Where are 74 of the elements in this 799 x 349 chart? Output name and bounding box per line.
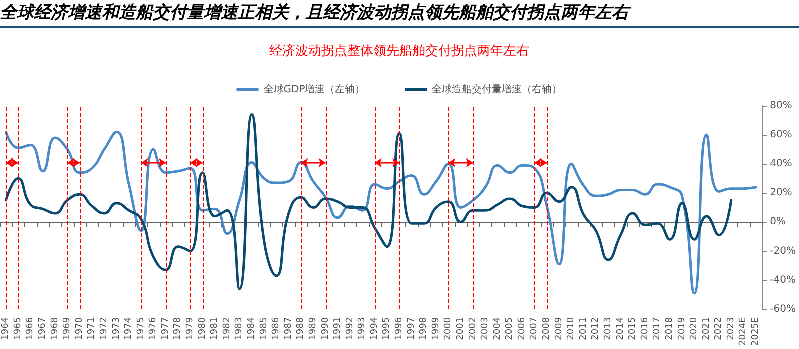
x-tick-label: 1998 xyxy=(419,317,430,340)
chart-subtitle: 经济波动拐点整体领先船舶交付拐点两年左右 xyxy=(270,43,530,59)
x-tick-label: 1965 xyxy=(13,317,24,340)
legend-label: 全球GDP增速（左轴） xyxy=(264,84,366,96)
x-tick-label: 1983 xyxy=(234,317,245,340)
x-tick-label: 1988 xyxy=(296,317,306,340)
x-tick-label: 2023 xyxy=(726,317,736,340)
x-tick-label: 2021 xyxy=(702,317,712,340)
x-tick-label: 2024E xyxy=(738,317,749,346)
x-tick-label: 1980 xyxy=(198,317,208,340)
x-tick-label: 2009 xyxy=(554,317,564,340)
x-tick-label: 2001 xyxy=(456,317,466,340)
x-tick-label: 1986 xyxy=(272,317,282,340)
x-tick-label: 2014 xyxy=(616,317,626,340)
x-tick-label: 2016 xyxy=(640,317,650,340)
x-tick-label: 2020 xyxy=(690,317,700,340)
x-tick-label: 2013 xyxy=(604,317,614,340)
y-tick-label: 60% xyxy=(770,130,792,141)
x-tick-label: 1972 xyxy=(99,317,110,340)
y-tick-label: 0% xyxy=(770,216,786,228)
x-tick-label: 2018 xyxy=(664,317,675,340)
x-tick-label: 1979 xyxy=(186,317,196,340)
x-tick-label: 1992 xyxy=(345,317,356,340)
y-tick-label: 80% xyxy=(770,100,792,112)
x-tick-label: 1997 xyxy=(406,317,417,340)
x-tick-label: 2012 xyxy=(591,317,602,340)
chart-title: 全球经济增速和造船交付量增速正相关，且经济波动拐点领先船舶交付拐点两年左右 xyxy=(0,0,799,28)
x-tick-label: 1990 xyxy=(320,317,331,340)
x-tick-label: 2008 xyxy=(542,317,552,340)
x-tick-label: 1985 xyxy=(259,317,270,340)
x-tick-label: 2005 xyxy=(505,317,516,340)
x-tick-label: 1978 xyxy=(173,317,184,340)
y-tick-label: 20% xyxy=(770,188,792,199)
x-tick-label: 2007 xyxy=(530,317,540,340)
x-tick-label: 1974 xyxy=(124,317,134,340)
x-tick-label: 1995 xyxy=(382,317,392,340)
x-tick-label: 2017 xyxy=(652,317,663,340)
y-tick-label: -20% xyxy=(770,246,796,257)
x-tick-label: 1964 xyxy=(1,317,12,340)
x-tick-label: 1973 xyxy=(112,317,122,340)
x-tick-label: 2010 xyxy=(566,317,577,340)
x-tick-label: 1969 xyxy=(62,317,73,340)
x-tick-label: 1968 xyxy=(50,317,60,340)
x-tick-label: 1994 xyxy=(370,317,380,340)
x-tick-label: 2006 xyxy=(517,317,528,340)
y-tick-label: 40% xyxy=(770,158,792,170)
x-tick-label: 1987 xyxy=(284,317,294,340)
x-tick-label: 1991 xyxy=(333,317,344,340)
x-tick-label: 1966 xyxy=(26,317,36,340)
x-tick-label: 1993 xyxy=(358,317,368,340)
x-tick-label: 1989 xyxy=(308,317,318,340)
x-tick-label: 2003 xyxy=(480,317,491,340)
x-tick-label: 2004 xyxy=(492,317,503,340)
x-tick-label: 2000 xyxy=(444,317,454,340)
legend-label: 全球造船交付量增速（右轴） xyxy=(432,84,562,96)
x-tick-label: 1976 xyxy=(148,317,159,340)
x-tick-label: 1977 xyxy=(160,317,171,340)
x-tick-label: 1971 xyxy=(87,317,98,340)
x-tick-label: 2022 xyxy=(714,317,724,340)
y-tick-label: -60% xyxy=(770,304,796,315)
x-tick-label: 2011 xyxy=(578,317,589,340)
y-tick-label: -40% xyxy=(770,274,796,286)
x-tick-label: 2015 xyxy=(628,317,638,340)
x-tick-label: 1984 xyxy=(247,317,258,340)
x-tick-label: 2002 xyxy=(468,317,478,340)
x-tick-label: 1996 xyxy=(394,317,405,340)
x-tick-label: 2025E xyxy=(751,317,762,346)
x-tick-label: 1981 xyxy=(210,317,220,340)
x-tick-label: 1967 xyxy=(38,317,48,340)
x-tick-label: 1982 xyxy=(222,317,232,340)
x-tick-label: 1999 xyxy=(431,317,442,340)
x-tick-label: 2019 xyxy=(677,317,688,340)
x-tick-label: 1975 xyxy=(136,317,146,340)
x-tick-label: 1970 xyxy=(74,317,85,340)
